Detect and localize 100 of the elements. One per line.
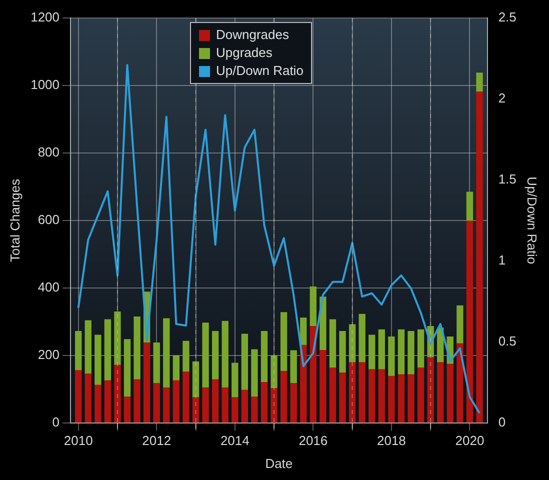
y-tick-label: 0 bbox=[52, 414, 60, 430]
bar bbox=[172, 355, 180, 381]
bar bbox=[408, 331, 414, 375]
bar bbox=[251, 396, 258, 423]
y2-tick-label: 1.5 bbox=[498, 172, 516, 186]
bar bbox=[202, 322, 209, 388]
bar bbox=[368, 369, 376, 423]
bar bbox=[114, 364, 121, 423]
bar bbox=[378, 329, 385, 370]
bar bbox=[388, 376, 395, 423]
bar bbox=[358, 362, 366, 423]
bar bbox=[427, 357, 434, 423]
bar bbox=[339, 331, 346, 374]
y2-axis-title: Up/Down Ratio bbox=[524, 176, 540, 264]
y-tick-label: 1200 bbox=[30, 10, 60, 25]
bar bbox=[144, 342, 150, 423]
bar bbox=[310, 326, 316, 423]
x-tick-label: 2016 bbox=[298, 433, 328, 448]
y2-tick-label: 1 bbox=[498, 252, 506, 268]
bar bbox=[446, 364, 454, 423]
y-tick-label: 1000 bbox=[30, 77, 60, 92]
bar bbox=[280, 312, 288, 372]
bar bbox=[348, 362, 356, 423]
bar bbox=[182, 340, 190, 372]
bar bbox=[153, 342, 160, 384]
bar bbox=[94, 384, 102, 423]
bar bbox=[104, 319, 112, 381]
bar bbox=[300, 318, 307, 346]
bar bbox=[290, 383, 297, 423]
bar bbox=[320, 350, 326, 423]
bar bbox=[358, 314, 366, 363]
bar bbox=[202, 387, 209, 423]
y-tick-label: 400 bbox=[38, 279, 60, 294]
bar bbox=[222, 387, 228, 423]
bar bbox=[241, 334, 248, 390]
bar bbox=[368, 334, 376, 370]
bar bbox=[182, 372, 190, 423]
bar bbox=[94, 334, 102, 386]
bar bbox=[84, 320, 92, 374]
y2-tick-label: 0.5 bbox=[498, 333, 516, 348]
bar bbox=[232, 397, 238, 423]
bar bbox=[192, 397, 200, 423]
y-axis-title: Total Changes bbox=[7, 178, 22, 262]
bar bbox=[75, 370, 82, 423]
bar bbox=[153, 383, 160, 423]
bar bbox=[398, 329, 405, 375]
bar bbox=[290, 350, 297, 384]
x-tick-label: 2018 bbox=[376, 433, 406, 448]
y-tick-label: 200 bbox=[38, 346, 60, 362]
bar bbox=[163, 318, 170, 388]
y2-tick-label: 2.5 bbox=[498, 10, 516, 25]
bar bbox=[417, 367, 424, 423]
bar bbox=[212, 331, 219, 380]
bar bbox=[172, 380, 180, 423]
bar bbox=[310, 286, 316, 327]
x-tick-label: 2010 bbox=[64, 433, 93, 448]
bar bbox=[134, 379, 140, 423]
bar bbox=[75, 331, 82, 371]
bar bbox=[124, 396, 131, 423]
bar bbox=[232, 362, 238, 398]
bar bbox=[348, 324, 356, 363]
bar bbox=[163, 387, 170, 423]
bar bbox=[388, 336, 395, 377]
bar bbox=[476, 72, 483, 92]
x-tick-label: 2020 bbox=[455, 433, 484, 448]
bar bbox=[339, 372, 346, 423]
bar bbox=[280, 370, 288, 423]
bar bbox=[260, 382, 268, 423]
y2-tick-label: 0 bbox=[498, 414, 506, 430]
legend-label: Downgrades bbox=[216, 26, 289, 44]
bar bbox=[84, 374, 92, 423]
x-tick-label: 2012 bbox=[142, 433, 172, 448]
bar bbox=[124, 339, 131, 398]
bar bbox=[114, 311, 121, 366]
bar bbox=[476, 92, 483, 423]
bar bbox=[466, 192, 474, 222]
bar bbox=[251, 349, 258, 398]
bar bbox=[408, 374, 414, 423]
bar bbox=[398, 374, 405, 423]
bar bbox=[134, 316, 140, 380]
x-tick-label: 2014 bbox=[220, 433, 250, 448]
y-tick-label: 800 bbox=[38, 144, 60, 160]
legend-label: Upgrades bbox=[216, 44, 272, 62]
legend-label: Up/Down Ratio bbox=[216, 62, 304, 80]
bar bbox=[437, 362, 444, 423]
x-axis-title: Date bbox=[265, 456, 293, 471]
bar bbox=[456, 305, 464, 344]
bar bbox=[192, 361, 200, 398]
bar bbox=[329, 319, 336, 368]
bar bbox=[241, 390, 248, 423]
y-tick-label: 600 bbox=[38, 212, 60, 227]
bar bbox=[270, 355, 278, 389]
bar bbox=[466, 220, 474, 423]
bar bbox=[212, 379, 219, 423]
bar bbox=[329, 367, 336, 423]
y2-tick-label: 2 bbox=[498, 90, 506, 106]
bar bbox=[260, 331, 268, 383]
bar bbox=[270, 388, 278, 423]
bar bbox=[378, 369, 385, 423]
bar bbox=[222, 320, 228, 388]
